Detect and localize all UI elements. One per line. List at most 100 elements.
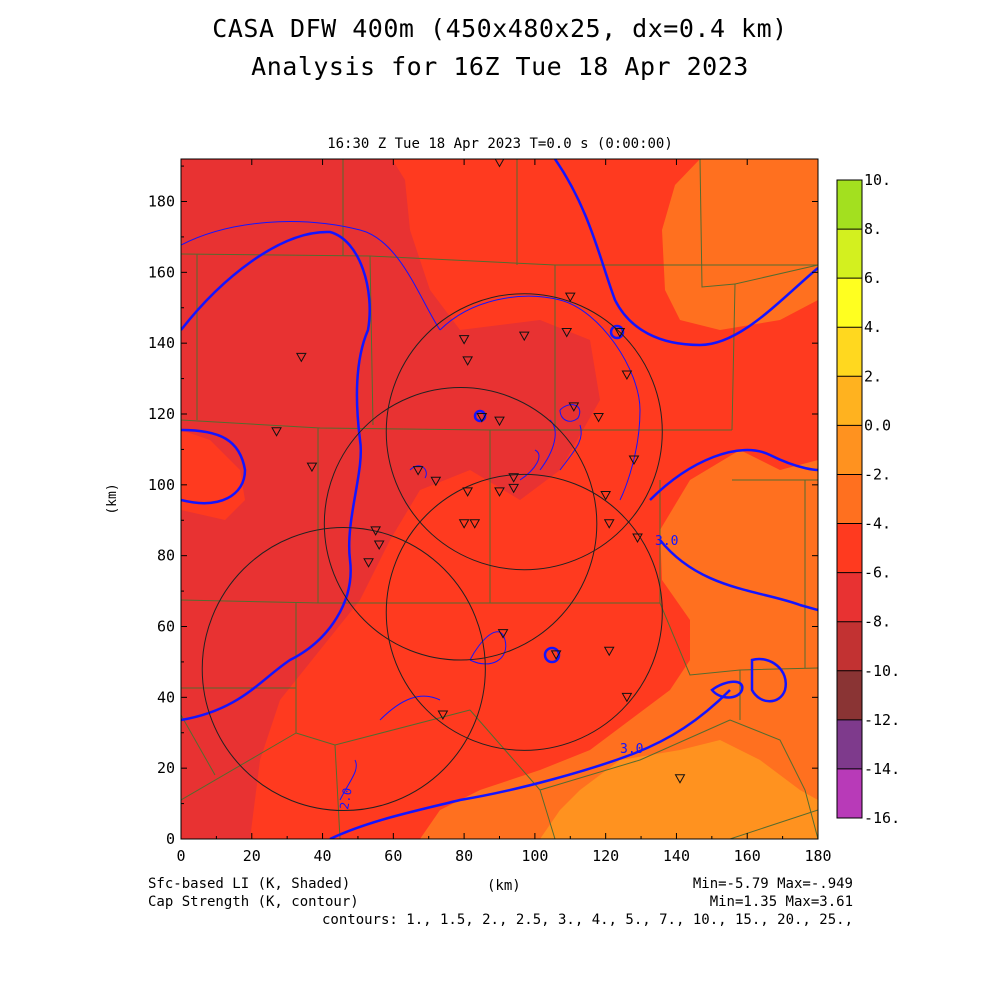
colorbar-label: 4. <box>864 318 882 336</box>
y-tick-label: 80 <box>157 547 175 565</box>
y-tick-label: 0 <box>166 830 175 848</box>
station-marker <box>561 328 573 338</box>
field-region-west <box>181 159 600 839</box>
station-marker <box>494 487 505 497</box>
x-tick-label: 180 <box>804 847 831 865</box>
station-marker <box>494 159 505 168</box>
contour-southeast <box>659 539 818 612</box>
station-marker <box>564 292 576 303</box>
station-marker <box>632 533 643 543</box>
station-marker <box>518 331 530 342</box>
colorbar-swatch <box>837 523 862 573</box>
x-tick-label: 100 <box>521 847 548 865</box>
station-marker <box>462 356 474 366</box>
station-marker <box>628 455 640 466</box>
station-marker <box>458 335 470 345</box>
station-marker <box>603 519 615 529</box>
station-marker <box>306 462 318 473</box>
radar-circle-4 <box>201 526 486 812</box>
contour-se-blob <box>750 657 788 703</box>
colorbar-swatch <box>837 768 862 818</box>
shaded-field-label: Sfc-based LI (K, Shaded) <box>148 876 351 892</box>
colorbar-swatch <box>837 572 862 622</box>
radar-circle-2 <box>323 387 598 661</box>
x-tick-label: 160 <box>734 847 761 865</box>
x-tick-label: 20 <box>243 847 261 865</box>
y-tick-label: 100 <box>148 476 175 494</box>
colorbar-swatch <box>837 278 862 328</box>
station-markers <box>271 159 686 784</box>
colorbar-swatch <box>837 474 862 524</box>
county-lines <box>181 159 818 839</box>
station-marker <box>469 519 481 529</box>
x-tick-label: 120 <box>592 847 619 865</box>
colorbar-label: -12. <box>864 711 900 729</box>
station-marker <box>373 540 385 551</box>
x-tick-label: 60 <box>384 847 402 865</box>
colorbar-label: 10. <box>864 171 891 189</box>
station-marker <box>568 402 580 412</box>
station-marker <box>412 466 424 476</box>
station-marker <box>674 774 686 784</box>
colorbar-label: -4. <box>864 515 891 533</box>
x-tick-label: 0 <box>176 847 185 865</box>
station-marker <box>430 476 442 487</box>
station-marker <box>458 519 470 529</box>
y-tick-label: 20 <box>157 759 175 777</box>
colorbar-swatch <box>837 719 862 769</box>
contour-se-blob-2 <box>710 680 744 699</box>
radar-circle-3 <box>385 473 663 751</box>
colorbar-label: -10. <box>864 662 900 680</box>
colorbar-swatch <box>837 621 862 671</box>
contour-west <box>181 230 371 722</box>
x-axis: 0 20 40 60 80 100 120 140 160 180 <box>176 159 832 865</box>
contour-levels: contours: 1., 1.5, 2., 2.5, 3., 4., 5., … <box>321 912 853 928</box>
colorbar-label: 8. <box>864 220 882 238</box>
colorbar-swatch <box>837 327 862 377</box>
colorbar-swatch <box>837 229 862 279</box>
radar-circles <box>201 293 663 812</box>
y-tick-label: 140 <box>148 334 175 352</box>
colorbar-swatch <box>837 180 862 230</box>
cap-contours-thin <box>181 221 641 801</box>
x-tick-label: 80 <box>455 847 473 865</box>
contour-label-2: 3.0 <box>620 742 643 757</box>
station-marker <box>614 328 626 338</box>
colorbar-label: 0.0 <box>864 416 891 434</box>
colorbar-swatch <box>837 376 862 426</box>
contour-minmax: Min=1.35 Max=3.61 <box>709 894 853 910</box>
colorbar-swatch <box>837 670 862 720</box>
colorbar-label: -2. <box>864 465 891 483</box>
plot-subtitle: 16:30 Z Tue 18 Apr 2023 T=0.0 s (0:00:00… <box>327 136 673 152</box>
contour-ring-2 <box>543 646 561 664</box>
station-marker <box>508 483 520 494</box>
y-tick-label: 40 <box>157 688 175 706</box>
y-tick-label: 160 <box>148 263 175 281</box>
contour-field-label: Cap Strength (K, contour) <box>148 894 359 910</box>
station-marker <box>363 558 374 568</box>
contour-label-1: 3.0 <box>655 534 678 549</box>
station-marker <box>437 710 449 721</box>
station-marker <box>494 416 505 427</box>
contour-label-3: 2.0 <box>337 787 355 811</box>
colorbar-label: 6. <box>864 269 882 287</box>
y-tick-label: 60 <box>157 618 175 636</box>
colorbar: 10. 8. 6. 4. 2. 0.0 -2. -4. -6. -8. -10. -12. -14. -1… <box>836 171 900 827</box>
station-marker <box>271 427 282 437</box>
colorbar-label: 2. <box>864 367 882 385</box>
y-tick-label: 120 <box>148 405 175 423</box>
station-marker <box>621 692 633 703</box>
y-axis-label: (km) <box>105 483 120 514</box>
station-marker <box>550 650 562 660</box>
colorbar-label: -8. <box>864 613 891 631</box>
station-marker <box>497 629 509 639</box>
station-marker <box>370 526 381 536</box>
x-tick-label: 40 <box>314 847 332 865</box>
radar-circle-1 <box>385 293 663 571</box>
station-marker <box>621 370 633 381</box>
field-region-ne <box>662 159 818 330</box>
chart-title-line1: CASA DFW 400m (450x480x25, dx=0.4 km) <box>212 14 788 43</box>
station-marker <box>593 413 604 423</box>
cap-contours <box>181 159 818 839</box>
